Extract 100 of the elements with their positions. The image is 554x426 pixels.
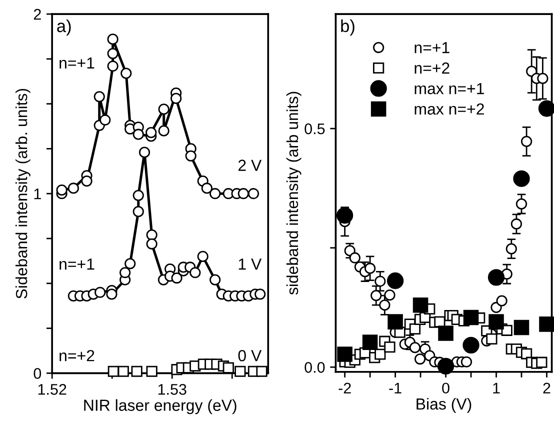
point — [107, 48, 118, 60]
point — [538, 100, 554, 117]
point — [501, 324, 512, 336]
point — [516, 198, 528, 210]
y-tick-label: 2 — [34, 8, 41, 20]
point — [201, 182, 212, 194]
point — [409, 342, 421, 354]
point — [197, 250, 208, 262]
point — [536, 356, 548, 368]
point — [118, 366, 129, 377]
point — [138, 146, 150, 158]
point — [496, 295, 508, 306]
point — [490, 302, 502, 314]
point — [120, 68, 132, 79]
x-tick-label: 1.53 — [158, 384, 186, 395]
point — [337, 346, 352, 362]
legend-label: max n=+1 — [414, 83, 484, 94]
point — [488, 314, 504, 330]
point — [514, 320, 530, 336]
point — [513, 170, 530, 187]
point — [336, 207, 354, 224]
y-axis-title: Sideband intensity (arb. units) — [15, 88, 30, 299]
point — [460, 356, 472, 368]
point — [158, 104, 170, 115]
point — [210, 274, 221, 286]
point — [171, 272, 182, 284]
point — [537, 72, 548, 84]
point — [438, 326, 454, 341]
point — [414, 353, 426, 365]
x-tick-label: 2 — [543, 382, 550, 394]
annotation: 1 V — [238, 258, 262, 270]
x-tick-label: 1 — [493, 382, 500, 394]
annotation: n=+1 — [60, 258, 94, 270]
point — [108, 366, 119, 377]
annotation: 2 V — [238, 160, 262, 171]
point — [107, 60, 118, 72]
point — [488, 269, 505, 286]
point — [362, 334, 378, 350]
annotation: a) — [57, 19, 71, 36]
point — [388, 314, 403, 330]
point — [386, 272, 404, 290]
point — [349, 252, 360, 264]
point — [437, 358, 454, 375]
point — [374, 276, 386, 287]
point — [146, 238, 158, 250]
point — [107, 34, 118, 45]
point — [486, 333, 498, 345]
point — [379, 300, 390, 311]
point — [463, 310, 479, 326]
annotation: n=+2 — [60, 350, 94, 362]
point — [120, 267, 131, 278]
y-tick-label: 0 — [34, 368, 42, 379]
x-tick-label: -1 — [389, 382, 402, 394]
y-axis-title: sideband intensity (arb units) — [286, 92, 302, 295]
point — [94, 286, 106, 298]
point — [210, 188, 221, 200]
x-tick-label: 1.52 — [38, 384, 66, 395]
point — [434, 316, 446, 328]
legend-label: max n=+2 — [414, 103, 484, 115]
annotation: b) — [341, 19, 354, 36]
x-tick-label: 0 — [442, 382, 450, 394]
point — [190, 267, 201, 278]
point — [146, 127, 157, 138]
point — [520, 136, 532, 148]
point — [132, 190, 144, 201]
legend-label: n=+1 — [414, 42, 450, 54]
point — [374, 348, 386, 360]
point — [254, 288, 266, 300]
y-tick-label: 1 — [34, 188, 41, 200]
point — [384, 290, 396, 301]
point — [131, 366, 142, 377]
point — [68, 182, 79, 194]
point — [370, 290, 382, 302]
point — [384, 342, 396, 353]
legend-label: n=+2 — [414, 62, 450, 74]
point — [170, 92, 182, 104]
x-tick-label: -2 — [338, 382, 351, 394]
point — [56, 184, 68, 196]
x-axis-title: Bias (V) — [416, 398, 472, 413]
point — [510, 218, 522, 230]
x-axis-title: NIR laser energy (eV) — [84, 399, 236, 414]
point — [248, 188, 260, 200]
point — [344, 245, 356, 256]
point — [100, 114, 111, 126]
annotation: 0 V — [238, 350, 262, 362]
point — [146, 366, 158, 377]
point — [256, 366, 268, 377]
point — [185, 150, 196, 162]
point — [124, 258, 136, 270]
point — [158, 125, 170, 136]
annotation: n=+1 — [60, 57, 94, 68]
point — [506, 243, 517, 254]
y-tick-label: 0.0 — [304, 362, 325, 373]
point — [364, 262, 376, 274]
point — [409, 323, 421, 335]
point — [234, 366, 246, 377]
point — [520, 348, 532, 360]
y-tick-label: 0.5 — [304, 123, 325, 134]
point — [81, 175, 92, 187]
point — [132, 206, 144, 218]
